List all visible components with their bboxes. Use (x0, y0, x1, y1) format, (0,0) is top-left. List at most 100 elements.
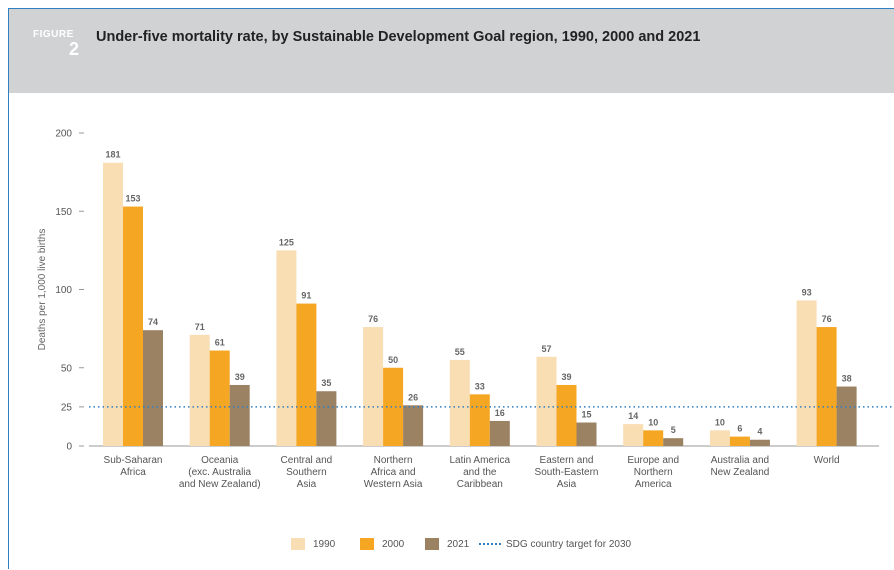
bar-1990-5 (536, 356, 557, 446)
data-label-2000-2: 91 (301, 291, 311, 301)
bar-2021-6 (663, 438, 684, 446)
category-label: Southern (286, 467, 327, 478)
category-label: (exc. Australia (188, 467, 251, 478)
bar-2000-4 (469, 394, 490, 446)
data-label-2000-5: 39 (561, 372, 571, 382)
data-label-1990-2: 125 (279, 237, 294, 247)
figure-title: Under-five mortality rate, by Sustainabl… (96, 29, 701, 45)
chart-legend: 1990 2000 2021 SDG country target for 20… (9, 537, 894, 555)
category-label: and New Zealand) (179, 479, 261, 490)
y-tick-label: 100 (55, 285, 72, 296)
category-label: South-Eastern (535, 467, 599, 478)
category-label: Central and (281, 455, 333, 466)
bar-2021-0 (143, 330, 163, 446)
y-tick-label: 50 (61, 363, 73, 374)
legend-item-target: SDG country target for 2030 (479, 537, 631, 551)
data-label-2000-8: 76 (822, 314, 832, 324)
category-label: Western Asia (364, 479, 423, 490)
legend-label-target: SDG country target for 2030 (506, 538, 632, 550)
y-tick-label: 150 (55, 207, 72, 218)
bar-2021-1 (229, 384, 250, 446)
legend-label-2021: 2021 (447, 538, 470, 550)
bar-2000-1 (209, 350, 230, 446)
bar-2000-2 (296, 303, 317, 446)
category-label: World (814, 455, 840, 466)
bar-1990-3 (363, 327, 384, 446)
data-label-2000-6: 10 (648, 417, 658, 427)
data-label-2000-0: 153 (125, 194, 140, 204)
bar-2000-7 (729, 436, 750, 446)
y-tick-label: 200 (55, 129, 72, 140)
data-label-2021-5: 15 (581, 410, 591, 420)
data-label-2021-2: 35 (321, 378, 331, 388)
data-label-2000-3: 50 (388, 355, 398, 365)
bar-2021-3 (403, 405, 424, 446)
bar-1990-1 (189, 334, 210, 446)
legend-swatch-2000 (360, 538, 374, 550)
y-tick-label: 0 (66, 442, 72, 453)
data-label-2000-7: 6 (737, 424, 742, 434)
figure-number: 2 (69, 39, 80, 59)
category-label: Caribbean (457, 479, 503, 490)
category-label: America (635, 479, 672, 490)
data-label-2021-1: 39 (235, 372, 245, 382)
data-label-1990-8: 93 (802, 287, 812, 297)
category-label: Oceania (201, 455, 239, 466)
category-label: and the (463, 467, 497, 478)
legend-label-1990: 1990 (313, 538, 336, 550)
bar-2021-2 (316, 391, 337, 446)
category-label: Sub-Saharan (104, 455, 163, 466)
category-label: Asia (297, 479, 317, 490)
category-label: Asia (557, 479, 577, 490)
legend-label-2000: 2000 (382, 538, 405, 550)
category-label: Australia and (711, 455, 769, 466)
category-label: New Zealand (710, 467, 769, 478)
category-label: Northern (374, 455, 413, 466)
data-label-1990-6: 14 (628, 411, 638, 421)
data-label-2021-3: 26 (408, 392, 418, 402)
y-axis-label: Deaths per 1,000 live births (37, 229, 48, 351)
data-label-2021-6: 5 (671, 425, 676, 435)
figure-header: FIGURE 2 Under-five mortality rate, by S… (9, 9, 894, 93)
bar-1990-8 (796, 300, 817, 446)
y-tick-label: 25 (61, 402, 73, 413)
bar-1990-6 (623, 424, 644, 446)
legend-swatch-1990 (291, 538, 305, 550)
category-label: Africa (120, 467, 146, 478)
bar-1990-7 (709, 430, 730, 446)
category-label: Eastern and (540, 455, 594, 466)
legend-dotted-line-icon (479, 543, 501, 545)
legend-item-1990: 1990 (291, 537, 335, 551)
bar-2000-5 (556, 384, 577, 446)
data-label-1990-1: 71 (195, 322, 205, 332)
data-label-1990-7: 10 (715, 417, 725, 427)
data-label-2021-7: 4 (757, 427, 762, 437)
data-label-2021-4: 16 (495, 408, 505, 418)
bar-2021-4 (489, 420, 510, 446)
data-label-2021-0: 74 (148, 317, 158, 327)
bar-2021-8 (836, 386, 857, 446)
category-label: Latin America (450, 455, 511, 466)
bar-1990-0 (103, 162, 123, 447)
figure-label: FIGURE (33, 29, 74, 40)
data-label-1990-0: 181 (105, 150, 120, 160)
bar-2000-8 (816, 327, 837, 446)
legend-swatch-2021 (425, 538, 439, 550)
bar-chart: 0 25 50 100 150 200 Deaths per 1,000 live birt… (37, 129, 894, 490)
legend-item-2000: 2000 (360, 537, 404, 551)
category-label: Northern (634, 467, 673, 478)
bar-2021-7 (749, 439, 770, 446)
bar-2000-3 (383, 367, 404, 446)
bar-2000-0 (123, 206, 143, 446)
category-label: Africa and (371, 467, 416, 478)
bar-1990-4 (449, 359, 470, 446)
category-label: Europe and (627, 455, 679, 466)
data-label-2000-1: 61 (215, 338, 225, 348)
data-label-1990-5: 57 (541, 344, 551, 354)
data-label-1990-4: 55 (455, 347, 465, 357)
data-label-2021-8: 38 (842, 374, 852, 384)
data-label-1990-3: 76 (368, 314, 378, 324)
bar-2021-5 (576, 422, 597, 446)
figure-frame: FIGURE 2 Under-five mortality rate, by S… (8, 8, 894, 569)
legend-item-2021: 2021 (425, 537, 469, 551)
